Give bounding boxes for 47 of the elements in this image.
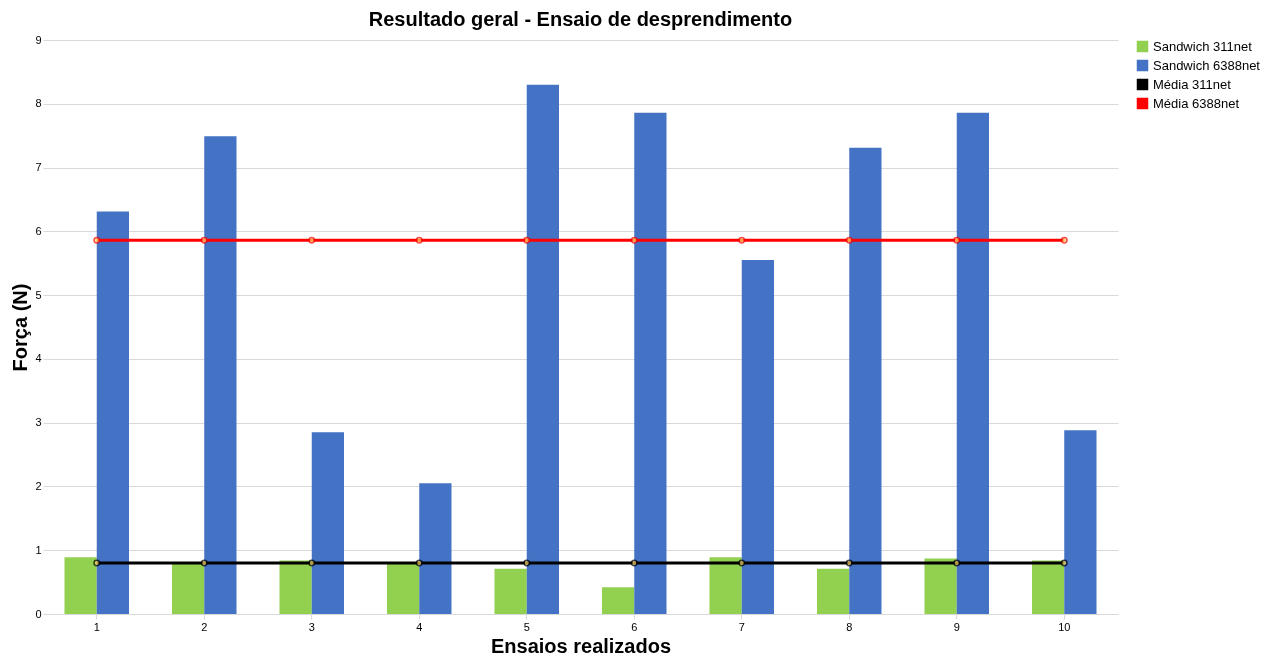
y-tick-label: 1 xyxy=(35,543,42,556)
bar xyxy=(419,483,452,614)
y-axis-title: Força (N) xyxy=(9,283,32,372)
bar xyxy=(1032,560,1065,614)
x-tick-label: 10 xyxy=(1058,620,1071,633)
bar xyxy=(96,211,129,614)
bar xyxy=(602,587,635,614)
x-tick-label: 9 xyxy=(953,620,960,633)
bar xyxy=(741,260,774,614)
y-tick-label: 0 xyxy=(35,607,42,620)
legend-label: Sandwich 6388net xyxy=(1153,57,1261,73)
chart-title: Resultado geral - Ensaio de desprendimento xyxy=(368,8,793,30)
bar xyxy=(204,136,237,614)
bar xyxy=(311,432,344,614)
bar xyxy=(494,568,527,614)
bar xyxy=(387,563,420,614)
legend-label: Média 6388net xyxy=(1153,95,1240,111)
y-tick-label: 4 xyxy=(35,352,42,365)
bar xyxy=(1064,430,1097,614)
y-tick-label: 2 xyxy=(35,479,42,492)
bar xyxy=(279,560,312,614)
legend-label: Média 311net xyxy=(1153,76,1232,92)
y-tick-label: 5 xyxy=(35,288,42,301)
x-tick-label: 3 xyxy=(308,620,315,633)
x-tick-label: 5 xyxy=(523,620,530,633)
x-tick-label: 8 xyxy=(846,620,853,633)
y-tick-label: 7 xyxy=(35,161,42,174)
x-tick-label: 2 xyxy=(201,620,208,633)
y-tick-label: 6 xyxy=(35,224,42,237)
bar xyxy=(817,568,850,614)
x-tick-label: 1 xyxy=(93,620,100,633)
bar xyxy=(526,84,559,614)
bar xyxy=(634,112,667,614)
x-tick-label: 7 xyxy=(738,620,745,633)
x-tick-label: 6 xyxy=(631,620,638,633)
x-axis-title: Ensaios realizados xyxy=(490,634,672,657)
y-tick-label: 3 xyxy=(35,416,42,429)
x-tick-label: 4 xyxy=(416,620,423,633)
y-tick-label: 8 xyxy=(35,97,42,110)
legend-label: Sandwich 311net xyxy=(1153,38,1253,54)
bar xyxy=(709,557,742,614)
bar xyxy=(849,147,882,614)
bar xyxy=(956,112,989,614)
bar xyxy=(64,557,97,614)
y-tick-label: 9 xyxy=(35,33,42,46)
bar xyxy=(924,558,957,614)
bar xyxy=(172,563,205,614)
